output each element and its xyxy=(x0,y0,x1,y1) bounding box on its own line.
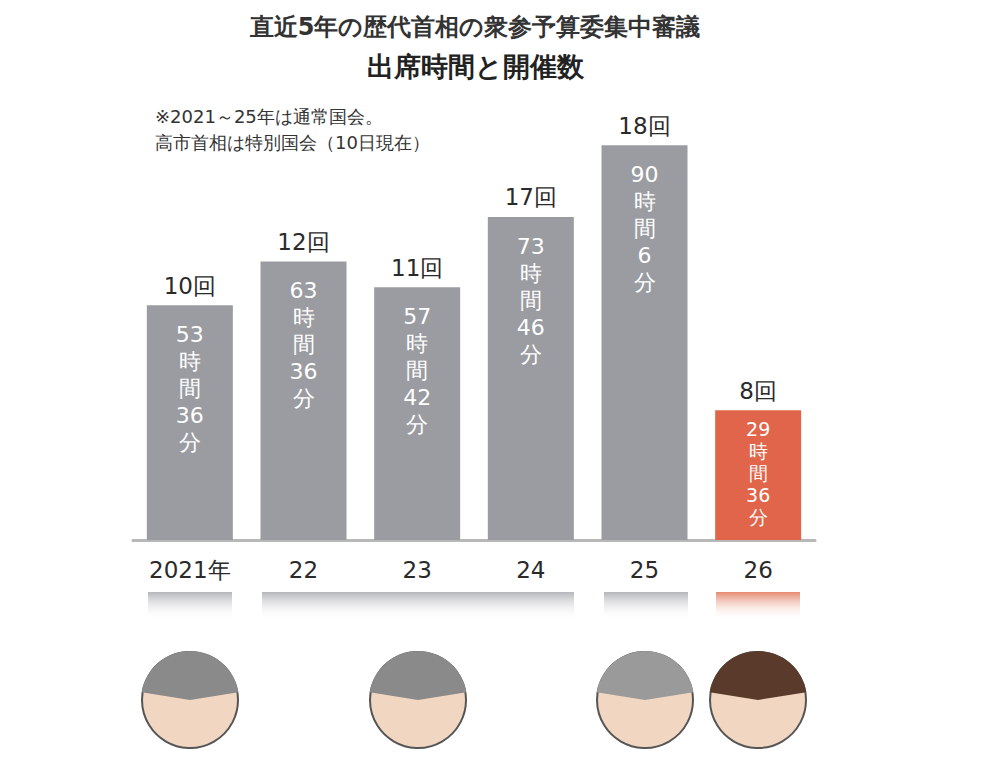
svg-text:分: 分 xyxy=(520,342,542,367)
svg-text:42: 42 xyxy=(403,385,431,410)
svg-text:高市首相は特別国会（10日現在）: 高市首相は特別国会（10日現在） xyxy=(155,132,430,153)
svg-text:出席時間と開催数: 出席時間と開催数 xyxy=(367,51,585,82)
svg-text:57: 57 xyxy=(403,304,431,329)
svg-text:23: 23 xyxy=(403,557,432,583)
svg-text:8回: 8回 xyxy=(739,378,777,404)
svg-text:直近5年の歴代首相の衆参予算委集中審議: 直近5年の歴代首相の衆参予算委集中審議 xyxy=(249,13,701,41)
svg-text:11回: 11回 xyxy=(391,255,443,281)
svg-text:26: 26 xyxy=(744,557,773,583)
svg-text:時: 時 xyxy=(406,331,428,356)
svg-text:分: 分 xyxy=(179,430,201,455)
svg-text:間: 間 xyxy=(406,358,428,383)
svg-text:間: 間 xyxy=(179,376,201,401)
svg-text:36: 36 xyxy=(176,403,204,428)
svg-text:分: 分 xyxy=(749,506,768,528)
svg-text:時: 時 xyxy=(179,349,201,374)
svg-text:時: 時 xyxy=(749,440,768,462)
svg-text:25: 25 xyxy=(630,557,659,583)
svg-text:18回: 18回 xyxy=(618,113,670,139)
svg-text:時: 時 xyxy=(634,189,656,214)
svg-text:間: 間 xyxy=(749,462,768,484)
svg-text:73: 73 xyxy=(517,234,545,259)
svg-text:29: 29 xyxy=(746,418,770,440)
svg-text:2021年: 2021年 xyxy=(149,557,231,583)
svg-text:間: 間 xyxy=(520,288,542,313)
svg-text:90: 90 xyxy=(631,162,659,187)
svg-text:10回: 10回 xyxy=(164,273,216,299)
svg-text:6: 6 xyxy=(638,243,652,268)
svg-text:53: 53 xyxy=(176,322,204,347)
svg-text:36: 36 xyxy=(290,359,318,384)
svg-text:36: 36 xyxy=(746,484,770,506)
svg-text:分: 分 xyxy=(634,270,656,295)
svg-text:間: 間 xyxy=(293,332,315,357)
svg-text:間: 間 xyxy=(634,216,656,241)
svg-text:※2021～25年は通常国会。: ※2021～25年は通常国会。 xyxy=(155,106,383,127)
svg-text:46: 46 xyxy=(517,315,545,340)
svg-text:24: 24 xyxy=(516,557,545,583)
svg-text:63: 63 xyxy=(290,278,318,303)
svg-text:分: 分 xyxy=(293,386,315,411)
svg-text:分: 分 xyxy=(406,412,428,437)
svg-text:12回: 12回 xyxy=(277,229,329,255)
svg-text:時: 時 xyxy=(520,261,542,286)
svg-text:17回: 17回 xyxy=(505,184,557,210)
svg-text:時: 時 xyxy=(293,305,315,330)
svg-text:22: 22 xyxy=(289,557,318,583)
